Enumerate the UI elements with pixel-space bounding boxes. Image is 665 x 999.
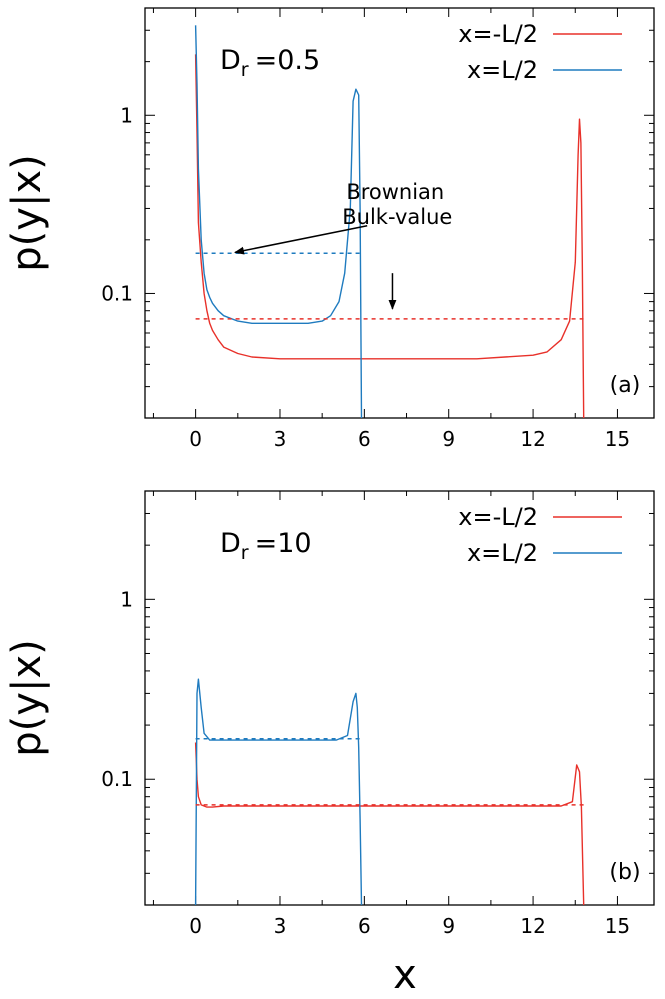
legend-label: x=-L/2 bbox=[458, 503, 538, 531]
y-tick-label: 0.1 bbox=[101, 281, 133, 305]
plot-frame bbox=[144, 490, 655, 906]
parameter-label: Dr =0.5 bbox=[220, 45, 320, 81]
series-line bbox=[194, 742, 585, 906]
series-line bbox=[194, 678, 363, 906]
x-tick-label: 6 bbox=[358, 427, 371, 451]
x-tick-label: 12 bbox=[520, 914, 545, 938]
x-tick-label: 9 bbox=[442, 427, 455, 451]
x-tick-label: 12 bbox=[520, 427, 545, 451]
parameter-subscript: r bbox=[241, 542, 249, 564]
legend-label: x=L/2 bbox=[467, 539, 538, 567]
y-tick-label: 0.1 bbox=[101, 767, 133, 791]
x-tick-label: 9 bbox=[442, 914, 455, 938]
panel-b: 0 3 6 9 12 15 0.1 1 p(y|x) x=-L/2 x=L/2 Dr =10 (b) bbox=[4, 490, 655, 938]
y-axis-label: p(y|x) bbox=[4, 639, 50, 756]
annotation-line-2: Bulk-value bbox=[342, 205, 452, 229]
legend-label: x=L/2 bbox=[467, 56, 538, 84]
x-tick-label: 0 bbox=[189, 427, 202, 451]
series-line bbox=[194, 54, 585, 419]
parameter-value: =0.5 bbox=[255, 45, 321, 76]
panel-a: 0 3 6 9 12 15 0.1 1 p(y|x) x=-L/2 x=L/2 Dr =0.5 (a) Br… bbox=[4, 7, 655, 451]
x-tick-label: 0 bbox=[189, 914, 202, 938]
annotation-arrow bbox=[234, 224, 368, 255]
parameter-subscript: r bbox=[241, 59, 249, 81]
parameter-symbol: D bbox=[220, 528, 241, 559]
parameter-symbol: D bbox=[220, 45, 241, 76]
x-tick-label: 3 bbox=[274, 914, 287, 938]
x-tick-label: 6 bbox=[358, 914, 371, 938]
x-axis-label: x bbox=[393, 952, 417, 998]
y-axis-label: p(y|x) bbox=[4, 154, 50, 271]
panel-tag: (a) bbox=[610, 373, 641, 398]
parameter-label: Dr =10 bbox=[220, 528, 312, 564]
y-tick-label: 1 bbox=[120, 587, 133, 611]
y-tick-label: 1 bbox=[120, 103, 133, 127]
plot-frame bbox=[144, 7, 655, 419]
parameter-value: =10 bbox=[255, 528, 312, 559]
x-tick-label: 15 bbox=[605, 914, 630, 938]
x-tick-label: 3 bbox=[274, 427, 287, 451]
annotation-line-1: Brownian bbox=[346, 180, 444, 204]
series-line bbox=[194, 25, 363, 419]
legend-label: x=-L/2 bbox=[458, 20, 538, 48]
panel-tag: (b) bbox=[609, 860, 640, 885]
x-tick-label: 15 bbox=[605, 427, 630, 451]
